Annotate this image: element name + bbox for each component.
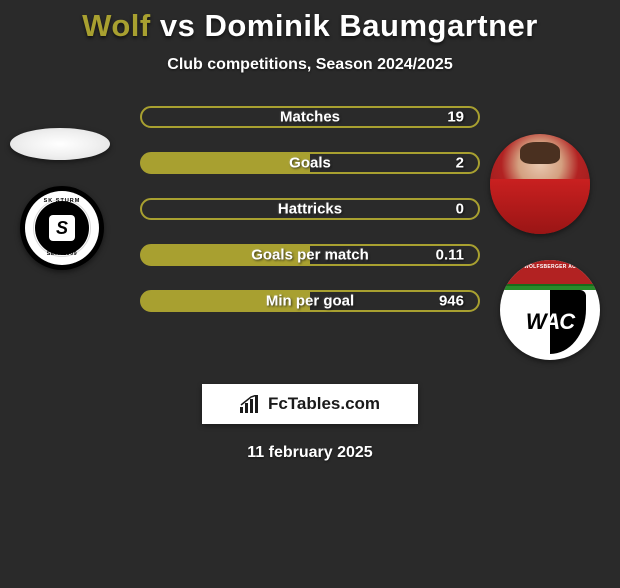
stat-label: Min per goal xyxy=(266,293,354,310)
stat-value: 0 xyxy=(456,201,464,218)
stat-label: Matches xyxy=(280,109,340,126)
stat-value: 946 xyxy=(439,293,464,310)
player2-photo xyxy=(490,134,590,234)
stat-value: 19 xyxy=(447,109,464,126)
snapshot-date: 11 february 2025 xyxy=(0,444,620,462)
stat-row: Hattricks 0 xyxy=(140,198,480,220)
player2-name: Dominik Baumgartner xyxy=(204,8,537,43)
stat-label: Hattricks xyxy=(278,201,342,218)
source-badge-text: FcTables.com xyxy=(268,394,380,414)
stat-label: Goals xyxy=(289,155,331,172)
stat-row: Goals per match 0.11 xyxy=(140,244,480,266)
player1-club-badge: SK STURM SEIT 1909 xyxy=(20,186,104,270)
comparison-title: Wolf vs Dominik Baumgartner xyxy=(0,8,620,44)
club-badge-ring: SK STURM SEIT 1909 xyxy=(25,191,99,265)
club-badge-core xyxy=(35,201,89,255)
chart-icon xyxy=(240,395,262,413)
club-badge-banner-text: WOLFSBERGER AC xyxy=(500,264,600,270)
club-badge-top-stripe: WOLFSBERGER AC xyxy=(500,260,600,286)
stat-value: 0.11 xyxy=(436,247,464,264)
player1-photo xyxy=(10,128,110,160)
stat-label: Goals per match xyxy=(251,247,369,264)
competition-subtitle: Club competitions, Season 2024/2025 xyxy=(0,56,620,74)
player2-club-badge: WOLFSBERGER AC WAC xyxy=(500,260,600,360)
stat-value: 2 xyxy=(456,155,464,172)
title-vs: vs xyxy=(160,8,205,43)
club-badge-shield-text: WAC xyxy=(526,309,574,335)
stat-row: Matches 19 xyxy=(140,106,480,128)
club-badge-shield: WAC xyxy=(514,290,586,354)
stat-row: Goals 2 xyxy=(140,152,480,174)
stat-row: Min per goal 946 xyxy=(140,290,480,312)
player1-name: Wolf xyxy=(82,8,151,43)
source-badge: FcTables.com xyxy=(202,384,418,424)
